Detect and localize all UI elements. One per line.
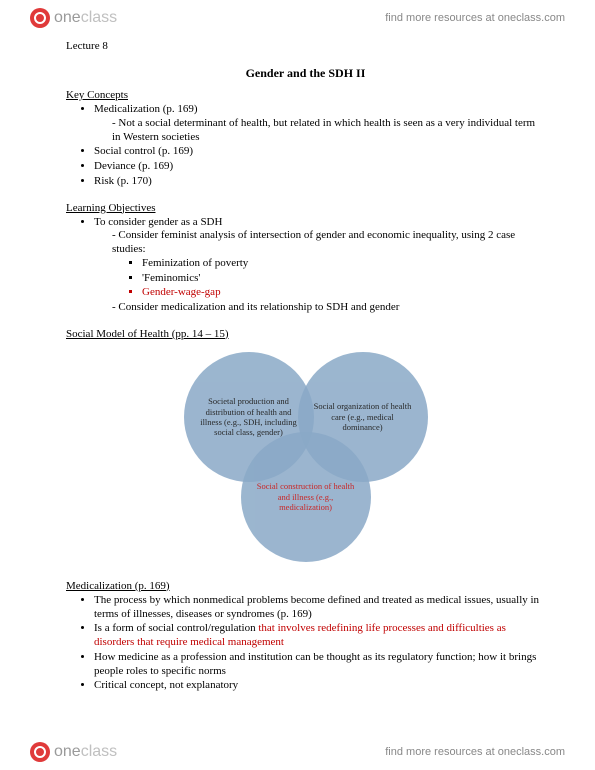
header-bar: oneclass find more resources at oneclass… (0, 2, 595, 34)
list-item: Consider feminist analysis of intersecti… (112, 229, 545, 300)
brand-logo-footer: oneclass (30, 742, 117, 762)
circle-label: Social organization of health care (e.g.… (312, 401, 414, 432)
section-medicalization: Medicalization (p. 169) (66, 580, 545, 592)
list-item: Social control (p. 169) (94, 145, 545, 159)
footer-tagline: find more resources at oneclass.com (385, 746, 565, 758)
list-item: Medicalization (p. 169) Not a social det… (94, 103, 545, 144)
logo-text-one: one (54, 9, 81, 27)
section-learning-objectives: Learning Objectives (66, 202, 545, 214)
logo-icon (30, 8, 50, 28)
medicalization-list: The process by which nonmedical problems… (66, 594, 545, 693)
circle-label: Societal production and distribution of … (198, 396, 300, 437)
list-item: How medicine as a profession and institu… (94, 651, 545, 679)
brand-logo: oneclass (30, 8, 117, 28)
item-text: Is a form of social control/regulation (94, 622, 258, 634)
document-body: Lecture 8 Gender and the SDH II Key Conc… (66, 40, 545, 694)
list-item: Critical concept, not explanatory (94, 679, 545, 693)
section-social-model: Social Model of Health (pp. 14 – 15) (66, 328, 545, 340)
item-text: Medicalization (p. 169) (94, 103, 198, 115)
list-item: Risk (p. 170) (94, 175, 545, 189)
page-title: Gender and the SDH II (66, 66, 545, 81)
list-item: Is a form of social control/regulation t… (94, 622, 545, 650)
list-item: The process by which nonmedical problems… (94, 594, 545, 622)
logo-text-class: class (81, 9, 117, 27)
venn-circle-construction: Social construction of health and illnes… (241, 432, 371, 562)
item-text: Consider feminist analysis of intersecti… (112, 229, 515, 255)
section-key-concepts: Key Concepts (66, 89, 545, 101)
key-concepts-list: Medicalization (p. 169) Not a social det… (66, 103, 545, 189)
list-item: To consider gender as a SDH Consider fem… (94, 216, 545, 315)
logo-text-class: class (81, 743, 117, 761)
logo-text-one: one (54, 743, 81, 761)
item-text: To consider gender as a SDH (94, 216, 222, 228)
list-item: Gender-wage-gap (142, 286, 545, 300)
venn-diagram: Societal production and distribution of … (176, 352, 436, 562)
circle-label: Social construction of health and illnes… (255, 481, 357, 512)
list-item: Feminization of poverty (142, 257, 545, 271)
logo-icon (30, 742, 50, 762)
learning-objectives-list: To consider gender as a SDH Consider fem… (66, 216, 545, 315)
list-item: Deviance (p. 169) (94, 160, 545, 174)
list-item: 'Feminomics' (142, 272, 545, 286)
list-item: Consider medicalization and its relation… (112, 301, 545, 315)
footer-bar: oneclass find more resources at oneclass… (0, 736, 595, 768)
lecture-label: Lecture 8 (66, 40, 545, 52)
list-item: Not a social determinant of health, but … (112, 117, 545, 145)
header-tagline: find more resources at oneclass.com (385, 12, 565, 24)
